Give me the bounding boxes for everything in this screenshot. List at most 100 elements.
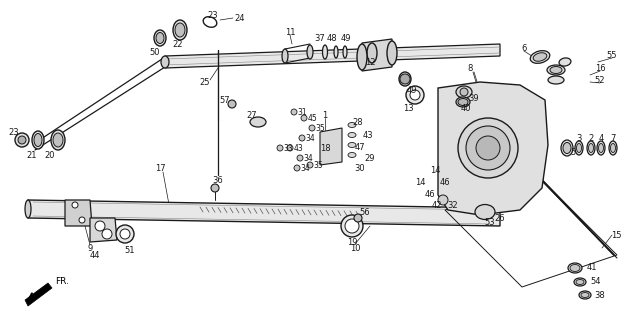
Ellipse shape <box>282 49 288 63</box>
Circle shape <box>400 74 410 84</box>
Polygon shape <box>25 283 52 306</box>
Text: 49: 49 <box>341 34 351 43</box>
Text: 43: 43 <box>293 143 303 153</box>
Ellipse shape <box>458 99 468 106</box>
Text: 39: 39 <box>469 93 479 102</box>
Text: 55: 55 <box>607 51 617 60</box>
Ellipse shape <box>581 292 589 298</box>
Circle shape <box>120 229 130 239</box>
Text: 44: 44 <box>90 251 100 260</box>
Text: 14: 14 <box>430 165 441 174</box>
Ellipse shape <box>250 117 266 127</box>
Circle shape <box>299 135 305 141</box>
Ellipse shape <box>154 30 166 46</box>
Text: 21: 21 <box>27 150 37 159</box>
Ellipse shape <box>456 97 470 107</box>
Ellipse shape <box>32 131 44 149</box>
Text: 46: 46 <box>425 189 436 198</box>
Circle shape <box>277 145 283 151</box>
Ellipse shape <box>597 141 605 155</box>
Ellipse shape <box>53 133 63 147</box>
Ellipse shape <box>588 143 593 153</box>
Ellipse shape <box>587 141 595 155</box>
Text: 13: 13 <box>402 103 413 113</box>
Ellipse shape <box>609 141 617 155</box>
Ellipse shape <box>161 56 169 68</box>
Text: 3: 3 <box>577 133 582 142</box>
Ellipse shape <box>547 65 565 75</box>
Ellipse shape <box>348 132 356 138</box>
Text: 11: 11 <box>285 28 295 36</box>
Text: 27: 27 <box>246 110 257 119</box>
Ellipse shape <box>570 265 580 271</box>
Circle shape <box>345 219 359 233</box>
Text: 32: 32 <box>447 201 458 210</box>
Text: 34: 34 <box>300 164 310 172</box>
Polygon shape <box>362 39 392 71</box>
Ellipse shape <box>51 130 65 150</box>
Text: 46: 46 <box>440 178 451 187</box>
Text: 38: 38 <box>595 291 605 300</box>
Circle shape <box>406 86 424 104</box>
Polygon shape <box>165 44 500 68</box>
Ellipse shape <box>548 76 564 84</box>
Text: 24: 24 <box>235 13 245 22</box>
Text: 5: 5 <box>570 148 575 156</box>
Circle shape <box>307 162 313 168</box>
Text: 35: 35 <box>313 161 323 170</box>
Circle shape <box>301 115 307 121</box>
Circle shape <box>102 229 112 239</box>
Ellipse shape <box>334 46 338 58</box>
Ellipse shape <box>348 123 356 127</box>
Text: 52: 52 <box>595 76 605 84</box>
Text: 34: 34 <box>305 133 315 142</box>
Circle shape <box>466 126 510 170</box>
Text: 22: 22 <box>173 39 183 49</box>
Ellipse shape <box>343 46 347 58</box>
Ellipse shape <box>175 23 185 37</box>
Text: 49: 49 <box>407 85 417 94</box>
Ellipse shape <box>533 53 547 61</box>
Ellipse shape <box>576 279 584 284</box>
Text: 10: 10 <box>349 244 360 252</box>
Text: 36: 36 <box>213 175 223 185</box>
Text: 31: 31 <box>297 108 307 116</box>
Polygon shape <box>28 200 500 226</box>
Circle shape <box>211 184 219 192</box>
Ellipse shape <box>156 33 164 44</box>
Circle shape <box>476 136 500 160</box>
Ellipse shape <box>575 141 583 155</box>
Text: 23: 23 <box>208 11 218 20</box>
Circle shape <box>294 165 300 171</box>
Circle shape <box>228 100 236 108</box>
Text: 45: 45 <box>307 114 317 123</box>
Text: 53: 53 <box>485 218 495 227</box>
Text: 29: 29 <box>365 154 375 163</box>
Text: 40: 40 <box>461 103 471 113</box>
Ellipse shape <box>348 153 356 157</box>
Ellipse shape <box>530 51 550 63</box>
Text: 14: 14 <box>415 178 425 187</box>
Ellipse shape <box>25 200 31 218</box>
Text: 33: 33 <box>283 143 293 153</box>
Text: 28: 28 <box>353 117 363 126</box>
Text: 50: 50 <box>150 47 160 57</box>
Ellipse shape <box>579 291 591 299</box>
Text: 1: 1 <box>323 110 328 119</box>
Text: 56: 56 <box>359 207 370 217</box>
Text: 41: 41 <box>587 263 597 273</box>
Ellipse shape <box>568 263 582 273</box>
Circle shape <box>410 90 420 100</box>
Ellipse shape <box>399 72 411 86</box>
Text: 47: 47 <box>354 142 365 151</box>
Ellipse shape <box>563 142 571 154</box>
Text: 30: 30 <box>354 164 365 172</box>
Text: 16: 16 <box>595 63 605 73</box>
Ellipse shape <box>357 44 367 70</box>
Polygon shape <box>320 128 342 165</box>
Ellipse shape <box>173 20 187 40</box>
Circle shape <box>458 118 518 178</box>
Circle shape <box>460 88 468 96</box>
Text: 35: 35 <box>315 124 325 132</box>
Text: 6: 6 <box>521 44 527 52</box>
